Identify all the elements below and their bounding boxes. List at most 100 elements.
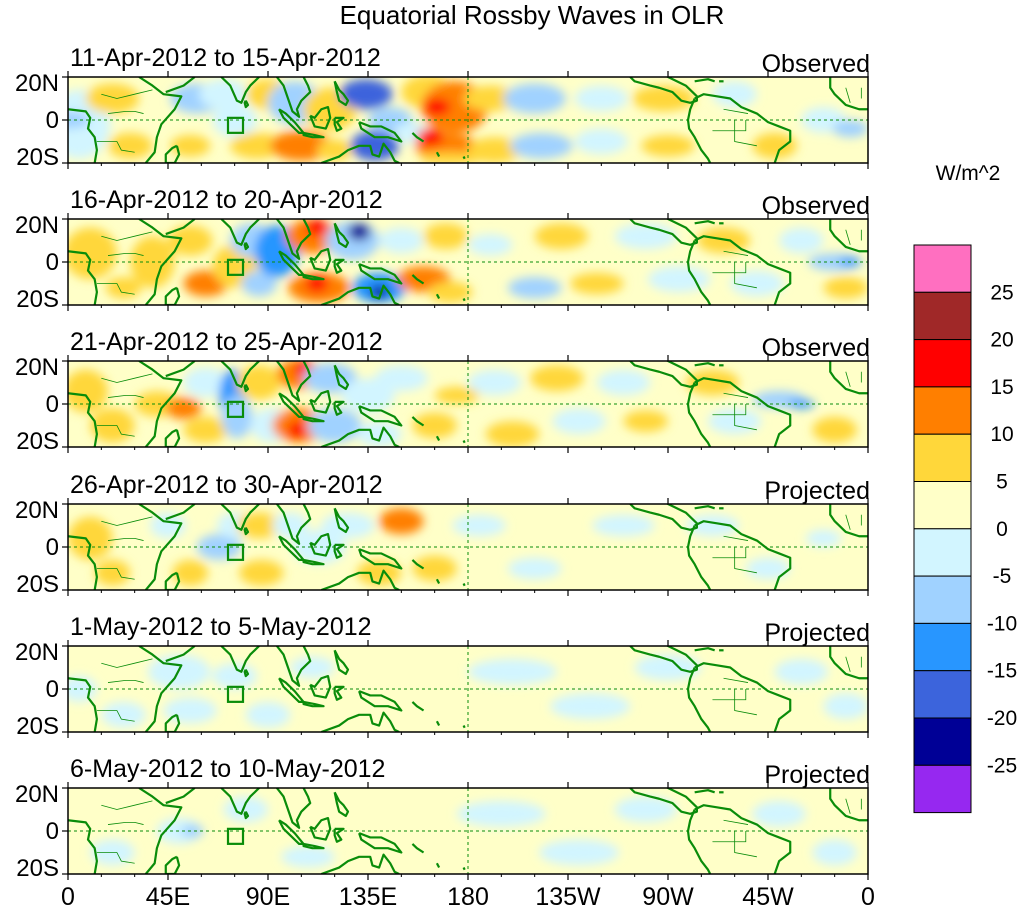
panel-status-label: Observed: [762, 50, 870, 78]
colorbar-swatch: [913, 622, 972, 672]
anomaly-contour: [805, 529, 842, 548]
colorbar-swatch: [913, 481, 972, 530]
coastline: [462, 156, 466, 160]
colorbar-label: 20: [990, 329, 1013, 352]
anomaly-contour: [305, 219, 328, 237]
anomaly-contour: [452, 514, 506, 537]
anomaly-contour: [212, 102, 257, 138]
anomaly-contour: [596, 369, 651, 396]
coastline: [435, 862, 441, 869]
anomaly-contour: [163, 697, 217, 724]
anomaly-contour: [374, 365, 429, 392]
anomaly-contour: [170, 135, 211, 157]
anomaly-contour: [230, 132, 284, 159]
panel-4: 20N 0 20S 26-Apr-2012 to 30-Apr-2012 Project…: [15, 471, 870, 598]
anomaly-contour: [183, 416, 228, 443]
coastline: [462, 725, 466, 729]
coastline: [694, 789, 716, 794]
country-border: [845, 798, 851, 814]
coastline: [165, 788, 196, 805]
coastline: [276, 504, 312, 545]
colorbar-swatch: [913, 528, 972, 577]
anomaly-contour: [468, 369, 522, 396]
country-border: [845, 87, 851, 103]
anomaly-contour: [730, 270, 784, 297]
coastline: [164, 428, 181, 447]
coastline: [220, 219, 260, 246]
coastline: [276, 77, 312, 118]
coastline: [164, 144, 181, 163]
anomaly-contour: [101, 701, 146, 728]
coastline: [694, 93, 792, 163]
coastline: [358, 121, 403, 143]
panel-1: 20N 0 20S 11-Apr-2012 to 15-Apr-2012 Observe…: [15, 44, 870, 171]
country-border: [101, 800, 153, 810]
coastline: [411, 559, 425, 570]
panel-2: 20N 0 20S 16-Apr-2012 to 20-Apr-2012 Observe…: [15, 186, 870, 313]
coastline: [462, 583, 466, 587]
country-border: [107, 394, 144, 398]
anomaly-contour: [539, 839, 620, 866]
anomaly-contour: [223, 796, 268, 823]
anomaly-contour: [570, 272, 624, 295]
anomaly-contour: [456, 800, 546, 827]
coastline: [320, 426, 400, 447]
coastline: [243, 242, 250, 251]
coastline: [694, 520, 792, 590]
country-border: [723, 677, 749, 683]
coastline: [68, 677, 98, 732]
coastline: [278, 392, 305, 418]
anomaly-contour: [623, 410, 668, 432]
anomaly-contour: [808, 253, 862, 271]
anomaly-contour: [288, 421, 306, 439]
country-border: [734, 404, 757, 431]
coastline: [435, 293, 441, 300]
coastline: [68, 250, 98, 305]
coastline: [333, 685, 345, 701]
coastline: [829, 77, 868, 111]
x-tick-label: 45W: [742, 883, 794, 911]
coastline: [243, 384, 250, 393]
coastline: [309, 390, 332, 414]
country-border: [845, 514, 851, 530]
anomaly-contour: [308, 408, 362, 443]
coastline: [629, 646, 698, 673]
coastline: [309, 816, 332, 841]
coastline: [694, 647, 716, 652]
coastline: [164, 713, 181, 732]
anomaly-contour: [94, 559, 131, 586]
coastline: [302, 558, 325, 566]
anomaly-contour: [552, 408, 606, 435]
y-tick-label: 0: [46, 107, 59, 134]
country-border: [101, 231, 153, 241]
coastline: [411, 843, 425, 854]
anomaly-contour: [68, 227, 117, 280]
colorbar-labels: 25 20 15 10 5 0 -5 -10 -15 -20 -25: [987, 281, 1017, 777]
y-tick-label: 0: [46, 534, 59, 561]
coastline: [220, 361, 260, 388]
coastline: [302, 415, 325, 423]
country-border: [712, 120, 747, 132]
coastline: [320, 284, 400, 305]
country-border: [101, 89, 153, 99]
colorbar-label: 5: [996, 471, 1008, 494]
anomaly-contour: [634, 654, 702, 681]
coastline: [165, 504, 196, 521]
anomaly-contour: [416, 128, 444, 146]
x-tick-label: 90E: [246, 883, 290, 911]
coastlines: [68, 788, 868, 874]
reference-box: [226, 827, 245, 845]
anomaly-contour: [183, 367, 228, 398]
coastline: [278, 108, 305, 134]
anomaly-contour: [68, 369, 108, 413]
coastline: [302, 273, 325, 281]
coastline: [309, 105, 332, 130]
coastline: [358, 690, 403, 712]
coastline: [220, 788, 260, 815]
anomaly-contour: [463, 85, 517, 112]
anomaly-contour: [428, 281, 473, 303]
coastlines: [68, 219, 868, 305]
coastline: [138, 788, 183, 874]
anomaly-contour: [485, 421, 540, 447]
